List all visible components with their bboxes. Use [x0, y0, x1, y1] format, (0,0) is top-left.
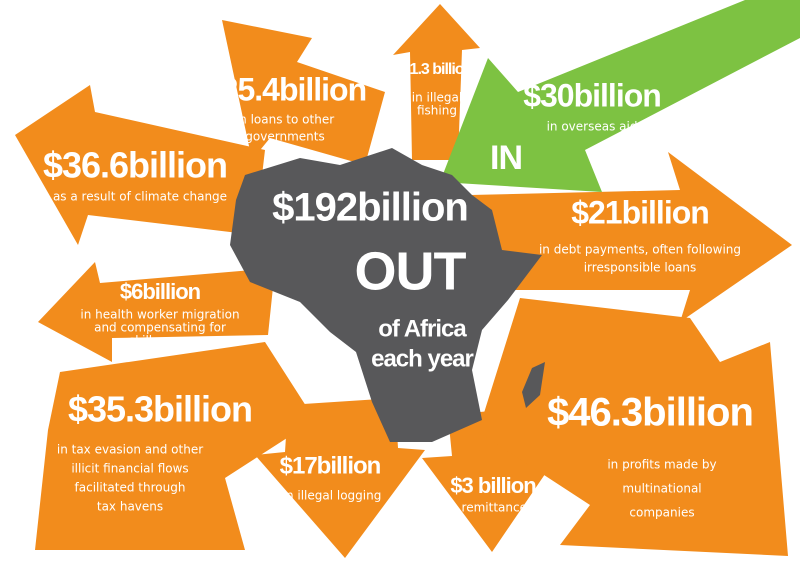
description: in debt payments, often following: [539, 243, 741, 257]
description: in profits made by: [607, 458, 716, 472]
description: companies: [629, 506, 694, 520]
description: illicit financial flows: [71, 462, 188, 476]
description: and compensating for: [94, 321, 226, 335]
africa-map: [230, 148, 542, 442]
description: in tax evasion and other: [57, 443, 203, 457]
description: in health worker migration: [80, 308, 239, 322]
description: skills gaps: [129, 334, 191, 348]
description: in illegal: [412, 91, 462, 105]
center-line: each year: [371, 345, 473, 372]
arrow: [15, 85, 265, 245]
amount: $1.3 billion: [402, 61, 473, 78]
description: facilitated through: [75, 481, 186, 495]
inflow-direction: IN: [490, 139, 522, 177]
amount: $46.3billion: [547, 391, 753, 435]
arrow: [35, 342, 315, 550]
inflow-arrow: [440, 0, 800, 192]
description: multinational: [622, 482, 701, 496]
arrow: [393, 4, 480, 160]
arrow: [470, 152, 792, 322]
description: tax havens: [97, 500, 163, 514]
arrow: [222, 20, 385, 165]
madagascar: [522, 362, 545, 408]
center-headline: $192billion: [272, 186, 468, 230]
center-direction: OUT: [355, 241, 467, 301]
arrow: [38, 262, 275, 362]
description: in remittances: [447, 501, 533, 515]
amount: $36.6billion: [43, 145, 227, 186]
description: irresponsible loans: [584, 261, 697, 275]
amount: $35.3billion: [68, 389, 252, 430]
amount: $3 billion: [450, 473, 536, 498]
description: in loans to other: [236, 113, 334, 127]
center-line: of Africa: [378, 315, 467, 342]
inflow-description: in overseas aid: [547, 120, 638, 134]
arrow: [255, 398, 425, 558]
description: as a result of climate change: [53, 190, 227, 204]
description: fishing: [417, 104, 457, 118]
amount: $25.4billion: [204, 71, 366, 107]
amount: $21billion: [571, 194, 709, 230]
amount: $17billion: [280, 452, 381, 479]
arrow: [478, 298, 788, 556]
description: in illegal logging: [283, 489, 382, 503]
description: governments: [245, 130, 324, 144]
inflow-amount: $30billion: [523, 77, 661, 113]
amount: $6billion: [120, 279, 201, 304]
